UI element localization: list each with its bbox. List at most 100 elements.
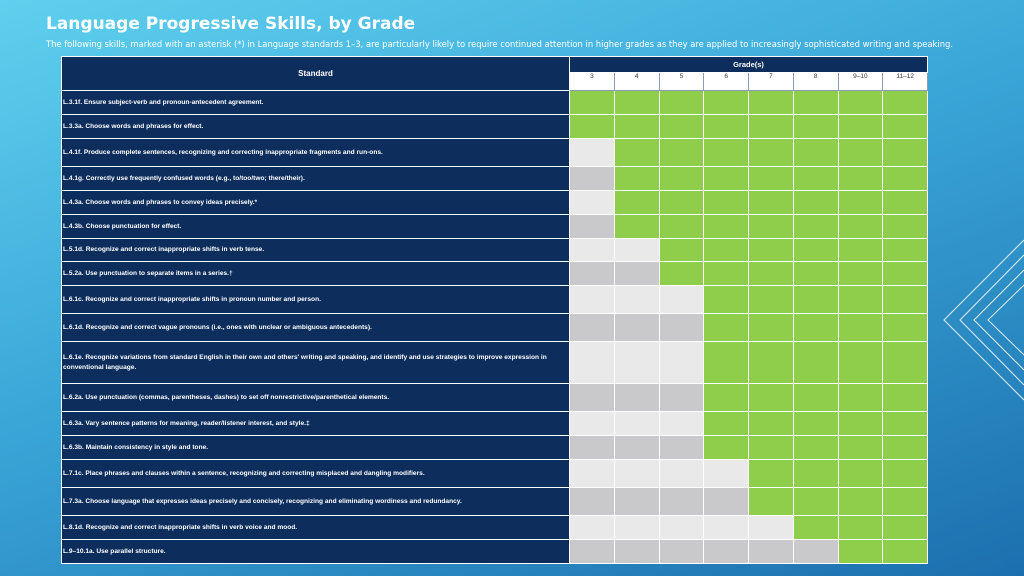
page-title: Language Progressive Skills, by Grade bbox=[46, 14, 416, 34]
grade-cell-not-applicable bbox=[569, 313, 615, 342]
grade-cell-applies bbox=[703, 238, 749, 262]
grade-cell-applies bbox=[837, 459, 884, 488]
grade-cell-applies bbox=[792, 190, 839, 215]
grade-cell-applies bbox=[882, 238, 928, 262]
grade-cell-applies bbox=[837, 261, 884, 286]
grade-cell-applies bbox=[658, 261, 705, 286]
grade-cell-not-applicable bbox=[613, 411, 660, 436]
grade-cell-not-applicable bbox=[569, 285, 615, 314]
standard-label: L.7.1c. Place phrases and clauses within… bbox=[61, 459, 570, 488]
standard-label: L.4.3b. Choose punctuation for effect. bbox=[61, 214, 570, 239]
grade-header-1: 4 bbox=[613, 72, 660, 91]
standard-label: L.6.3a. Vary sentence patterns for meani… bbox=[61, 411, 570, 436]
grade-cell-applies bbox=[882, 166, 928, 191]
grade-cell-not-applicable bbox=[613, 539, 660, 564]
grade-cell-applies bbox=[748, 214, 794, 239]
grade-cell-applies bbox=[837, 539, 884, 564]
grade-cell-not-applicable bbox=[703, 539, 749, 564]
grade-cell-applies bbox=[882, 435, 928, 460]
grade-cell-not-applicable bbox=[569, 435, 615, 460]
grade-cell-applies bbox=[658, 190, 705, 215]
grade-cell-applies bbox=[882, 114, 928, 139]
standard-label: L.4.1f. Produce complete sentences, reco… bbox=[61, 138, 570, 167]
grade-cell-applies bbox=[792, 487, 839, 516]
grade-cell-not-applicable bbox=[748, 515, 794, 540]
grade-cell-not-applicable bbox=[613, 285, 660, 314]
grade-cell-applies bbox=[837, 313, 884, 342]
grade-cell-applies bbox=[658, 114, 705, 139]
grade-cell-applies bbox=[613, 190, 660, 215]
grade-cell-applies bbox=[613, 138, 660, 167]
grade-cell-applies bbox=[792, 515, 839, 540]
grade-cell-applies bbox=[569, 90, 615, 115]
grade-cell-applies bbox=[882, 341, 928, 384]
grade-cell-applies bbox=[792, 459, 839, 488]
grade-cell-not-applicable bbox=[658, 341, 705, 384]
grade-header-0: 3 bbox=[569, 72, 615, 91]
grade-cell-applies bbox=[792, 166, 839, 191]
grade-cell-not-applicable bbox=[792, 539, 839, 564]
grade-cell-not-applicable bbox=[658, 313, 705, 342]
grade-cell-applies bbox=[748, 261, 794, 286]
table-row: L.6.2a. Use punctuation (commas, parenth… bbox=[61, 383, 928, 412]
grades-column-header: Grade(s) bbox=[569, 55, 928, 74]
table-row: L.7.1c. Place phrases and clauses within… bbox=[61, 459, 928, 488]
grade-cell-applies bbox=[882, 383, 928, 412]
table-row: L.4.1g. Correctly use frequently confuse… bbox=[61, 166, 928, 191]
grade-cell-not-applicable bbox=[569, 190, 615, 215]
grade-cell-applies bbox=[882, 515, 928, 540]
grade-cell-applies bbox=[792, 261, 839, 286]
grade-cell-not-applicable bbox=[658, 285, 705, 314]
grade-cell-applies bbox=[882, 90, 928, 115]
grade-cell-applies bbox=[837, 515, 884, 540]
grade-cell-applies bbox=[658, 90, 705, 115]
grade-cell-not-applicable bbox=[658, 487, 705, 516]
table-row: L.5.1d. Recognize and correct inappropri… bbox=[61, 238, 928, 262]
standard-label: L.6.2a. Use punctuation (commas, parenth… bbox=[61, 383, 570, 412]
standard-label: L.8.1d. Recognize and correct inappropri… bbox=[61, 515, 570, 540]
standard-label: L.5.2a. Use punctuation to separate item… bbox=[61, 261, 570, 286]
standard-label: L.9–10.1a. Use parallel structure. bbox=[61, 539, 570, 564]
grade-cell-applies bbox=[613, 90, 660, 115]
grade-cell-not-applicable bbox=[569, 515, 615, 540]
grade-cell-applies bbox=[792, 383, 839, 412]
grade-cell-not-applicable bbox=[613, 515, 660, 540]
grade-cell-not-applicable bbox=[658, 435, 705, 460]
grade-cell-not-applicable bbox=[613, 261, 660, 286]
grade-cell-applies bbox=[703, 411, 749, 436]
grade-cell-applies bbox=[792, 238, 839, 262]
grade-cell-not-applicable bbox=[748, 539, 794, 564]
grade-cell-applies bbox=[748, 435, 794, 460]
grade-cell-not-applicable bbox=[613, 487, 660, 516]
grade-cell-applies bbox=[703, 190, 749, 215]
grade-cell-applies bbox=[748, 313, 794, 342]
grade-cell-applies bbox=[658, 214, 705, 239]
grade-cell-not-applicable bbox=[569, 238, 615, 262]
table-row: L.6.1e. Recognize variations from standa… bbox=[61, 341, 928, 384]
grade-cell-applies bbox=[748, 114, 794, 139]
table-row: L.3.1f. Ensure subject-verb and pronoun-… bbox=[61, 90, 928, 115]
grade-cell-applies bbox=[613, 166, 660, 191]
grade-cell-applies bbox=[792, 435, 839, 460]
grade-cell-applies bbox=[882, 138, 928, 167]
grade-cell-not-applicable bbox=[569, 261, 615, 286]
progressive-skills-table: Standard Grade(s) 3 4 5 6 7 8 9–10 11–12 L.3.1f… bbox=[61, 55, 928, 564]
grade-cell-applies bbox=[837, 190, 884, 215]
grade-cell-not-applicable bbox=[613, 341, 660, 384]
grade-cell-applies bbox=[837, 487, 884, 516]
grade-cell-not-applicable bbox=[613, 238, 660, 262]
table-row: L.6.3a. Vary sentence patterns for meani… bbox=[61, 411, 928, 436]
grade-header-3: 6 bbox=[703, 72, 749, 91]
grade-cell-applies bbox=[837, 138, 884, 167]
grade-cell-applies bbox=[703, 383, 749, 412]
grade-cell-applies bbox=[748, 459, 794, 488]
page-subtitle: The following skills, marked with an ast… bbox=[46, 39, 954, 49]
grade-header-7: 11–12 bbox=[882, 72, 928, 91]
grade-cell-applies bbox=[748, 90, 794, 115]
grade-cell-applies bbox=[882, 214, 928, 239]
grade-cell-applies bbox=[703, 114, 749, 139]
grade-cell-applies bbox=[748, 166, 794, 191]
table-row: L.7.3a. Choose language that expresses i… bbox=[61, 487, 928, 516]
grade-cell-applies bbox=[748, 341, 794, 384]
grade-cell-applies bbox=[613, 114, 660, 139]
